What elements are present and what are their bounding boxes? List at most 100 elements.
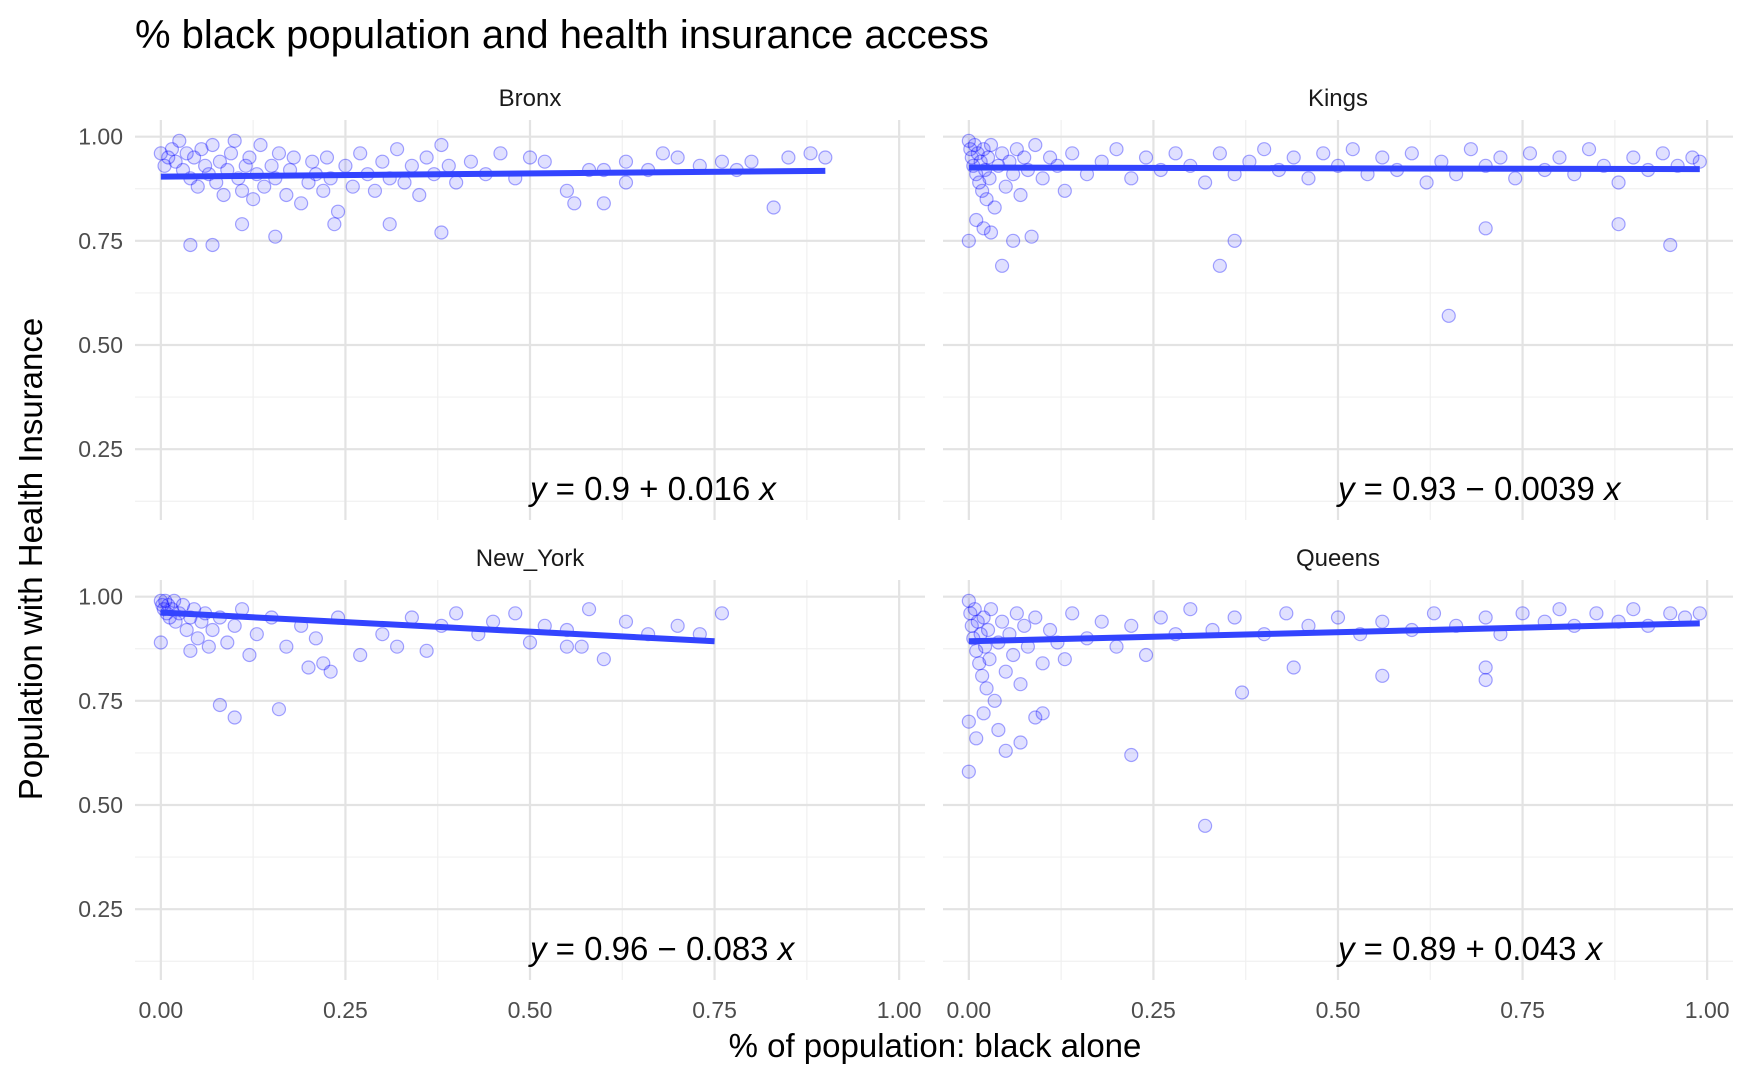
data-point: [1212, 146, 1227, 161]
data-point: [212, 154, 228, 169]
data-point: [766, 200, 781, 215]
data-point: [1375, 150, 1390, 165]
data-point: [744, 154, 759, 169]
y-tick-label: 0.25: [78, 896, 123, 922]
data-point: [994, 146, 1010, 161]
data-point: [375, 627, 390, 642]
data-point: [1581, 142, 1597, 157]
data-point: [201, 639, 216, 654]
data-point: [449, 175, 464, 190]
data-point: [153, 146, 168, 161]
data-point: [1212, 258, 1227, 273]
data-point: [1493, 150, 1508, 165]
data-point: [596, 652, 611, 667]
data-point: [596, 196, 611, 211]
data-point: [419, 150, 434, 165]
data-point: [308, 631, 323, 646]
data-point: [434, 137, 449, 153]
y-tick-label: 0.75: [78, 228, 123, 254]
data-point: [345, 179, 360, 194]
data-point: [186, 150, 202, 165]
data-point: [803, 146, 818, 161]
data-point: [316, 656, 331, 671]
data-point: [249, 627, 264, 642]
data-point: [522, 635, 538, 650]
regression-line: [968, 620, 1700, 645]
data-point: [967, 137, 982, 153]
data-point: [227, 133, 242, 148]
data-point: [961, 714, 976, 729]
data-point: [976, 142, 991, 157]
data-point: [172, 133, 187, 148]
y-axis-title: Population with Health Insurance: [12, 318, 49, 800]
data-point: [404, 610, 419, 625]
y-tick-label: 0.50: [78, 792, 123, 818]
data-point: [1035, 656, 1050, 671]
data-point: [179, 146, 194, 161]
data-point: [1017, 618, 1032, 633]
data-point: [190, 179, 205, 194]
data-point: [1286, 150, 1301, 165]
data-point: [338, 158, 353, 173]
data-point: [618, 614, 634, 629]
data-point: [279, 639, 294, 654]
data-point: [522, 150, 538, 165]
data-point: [1404, 146, 1419, 161]
data-point: [975, 668, 990, 683]
data-point: [983, 602, 999, 617]
data-point: [153, 635, 168, 650]
data-point: [1478, 610, 1493, 625]
data-point: [961, 133, 976, 148]
facet-panels: Bronx 0.25 0.50 0.75 1.00 y = 0.9 + 0.016 x Ki…: [78, 85, 1733, 1023]
data-point: [1463, 142, 1478, 157]
data-point: [434, 225, 449, 240]
data-point: [216, 187, 231, 203]
data-point: [1124, 618, 1139, 633]
data-point: [714, 154, 730, 169]
data-point: [419, 643, 434, 658]
data-point: [404, 158, 419, 173]
data-point: [1611, 217, 1626, 232]
data-point: [618, 154, 634, 169]
data-point: [1042, 150, 1058, 165]
data-point: [976, 221, 991, 236]
data-point: [987, 693, 1002, 708]
data-point: [1057, 652, 1072, 667]
data-point: [982, 652, 997, 667]
data-point: [1441, 308, 1456, 323]
data-point: [1552, 150, 1567, 165]
data-point: [1478, 672, 1493, 688]
data-point: [271, 702, 287, 717]
data-point: [1227, 610, 1242, 625]
regression-equation: y = 0.89 + 0.043 x: [1336, 930, 1604, 967]
data-point: [205, 137, 220, 153]
x-tick-label: 0.75: [1500, 997, 1545, 1023]
data-point: [970, 146, 985, 161]
data-point: [559, 183, 575, 198]
data-point: [1065, 606, 1080, 621]
data-point: [963, 606, 978, 621]
x-tick-label: 0.25: [323, 997, 368, 1023]
data-point: [353, 146, 368, 161]
data-point: [961, 233, 976, 248]
data-point: [983, 225, 999, 240]
y-tick-label: 1.00: [78, 584, 123, 610]
data-point: [1094, 614, 1109, 629]
x-tick-label: 0.00: [946, 997, 991, 1023]
data-point: [253, 137, 268, 153]
data-point: [1234, 685, 1250, 700]
regression-line: [968, 164, 1700, 173]
data-point: [279, 187, 294, 203]
data-point: [1035, 171, 1050, 186]
data-point: [1009, 142, 1024, 157]
data-point: [537, 154, 552, 169]
data-point: [559, 639, 575, 654]
data-point: [286, 150, 301, 165]
data-point: [972, 656, 987, 671]
data-point: [305, 154, 320, 169]
chart-title: % black population and health insurance …: [135, 13, 989, 57]
data-point: [268, 229, 283, 244]
data-point: [618, 175, 634, 190]
data-point: [1042, 622, 1058, 638]
data-point: [1138, 647, 1154, 663]
